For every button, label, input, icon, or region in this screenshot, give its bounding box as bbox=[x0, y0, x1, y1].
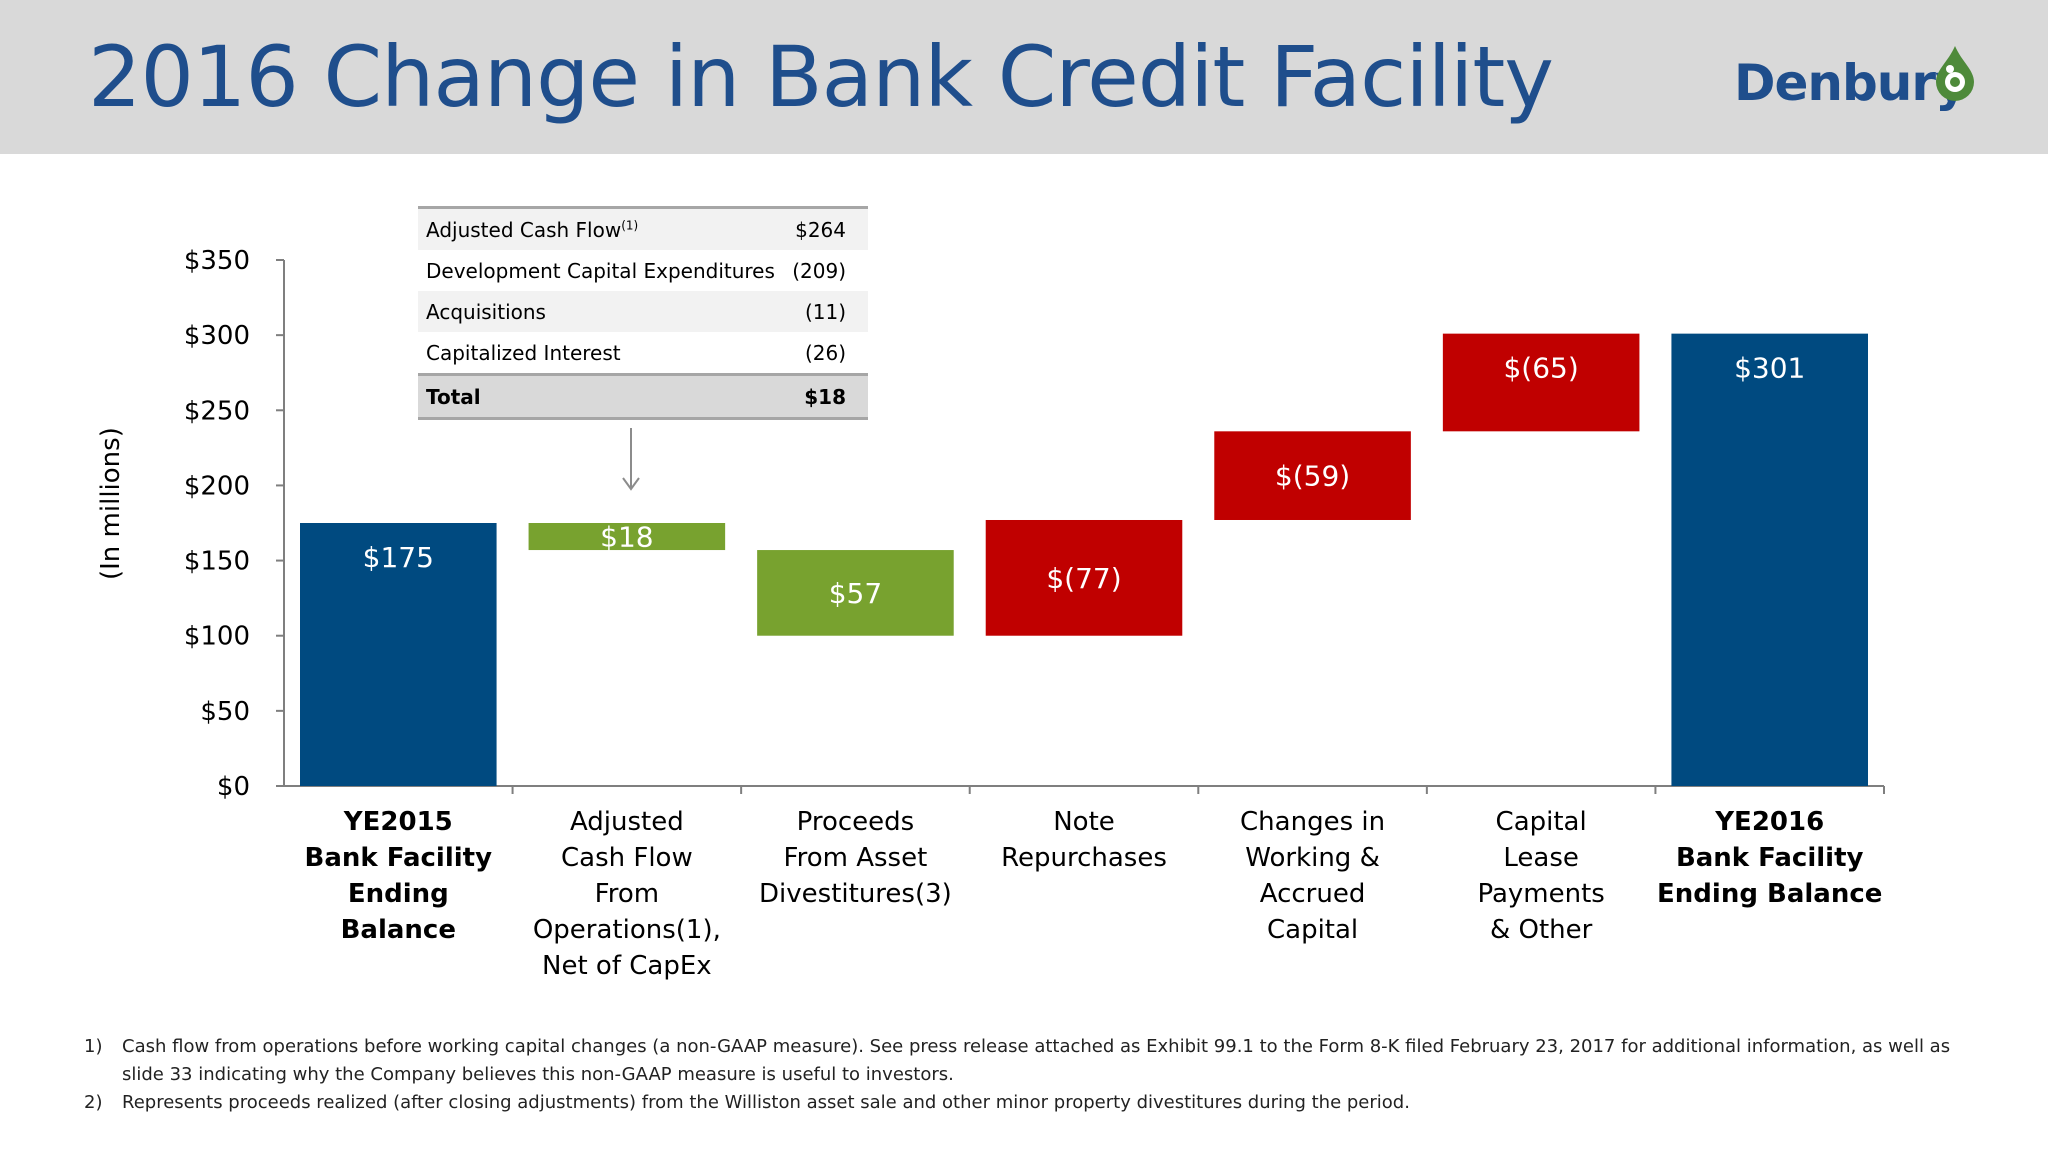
footnote-1: 1) Cash flow from operations before work… bbox=[84, 1033, 1984, 1089]
x-category-label: Proceeds From Asset Divestitures(3) bbox=[759, 807, 952, 909]
y-tick-label: $50 bbox=[200, 697, 250, 727]
footnote-2: 2) Represents proceeds realized (after c… bbox=[84, 1089, 1984, 1117]
bar bbox=[300, 523, 497, 786]
bar bbox=[1214, 431, 1411, 520]
category-label-group: YE2015 Bank Facility Ending Balance Adjusted… bbox=[305, 807, 1883, 981]
x-category-line: Repurchases bbox=[1001, 843, 1167, 873]
logo-text: Denbury bbox=[1734, 54, 1968, 112]
row-label: Development Capital Expenditures bbox=[426, 258, 775, 283]
row-value: (26) bbox=[804, 340, 846, 365]
x-category-line: From Asset bbox=[784, 843, 928, 873]
bar bbox=[528, 523, 726, 551]
x-category-label: Capital Lease Payments & Other bbox=[1477, 807, 1604, 945]
callout-arrow bbox=[622, 428, 640, 491]
y-tick-label: $100 bbox=[184, 622, 250, 652]
x-category-line: Payments bbox=[1477, 879, 1604, 909]
x-category-line: Ending Balance bbox=[1657, 879, 1882, 909]
footnote-ref: (1) bbox=[621, 217, 639, 232]
table-row: Adjusted Cash Flow(1) $264 bbox=[418, 207, 868, 250]
table-total-row: Total $18 bbox=[418, 373, 868, 420]
x-category-line: Net of CapEx bbox=[542, 951, 712, 981]
bar bbox=[985, 519, 1183, 636]
y-tick-label: $0 bbox=[217, 772, 250, 802]
bar-group bbox=[300, 333, 1868, 786]
x-category-line: Adjusted bbox=[570, 807, 684, 837]
header-band: 2016 Change in Bank Credit Facility Denb… bbox=[0, 0, 2048, 154]
total-value: $18 bbox=[783, 373, 868, 420]
x-category-label: Changes in Working & Accrued Capital bbox=[1240, 807, 1385, 945]
bar-value-label: $18 bbox=[600, 521, 653, 554]
y-axis-label: (In millions) bbox=[96, 427, 126, 580]
x-category-line: YE2016 bbox=[1714, 807, 1824, 837]
x-category-line: Capital bbox=[1267, 915, 1358, 945]
cash-flow-table: Adjusted Cash Flow(1) $264 Development C… bbox=[418, 206, 868, 420]
x-category-line: Bank Facility bbox=[1676, 843, 1864, 873]
bar bbox=[757, 550, 954, 636]
row-value: (11) bbox=[783, 291, 868, 332]
x-category-line: Proceeds bbox=[797, 807, 915, 837]
x-category-line: Capital bbox=[1496, 807, 1587, 837]
row-value: (209) bbox=[792, 258, 846, 283]
row-label: Adjusted Cash Flow(1) bbox=[418, 207, 784, 250]
x-category-line: & Other bbox=[1490, 915, 1593, 945]
y-tick-label: $200 bbox=[184, 471, 250, 501]
footnote-number: 1) bbox=[84, 1036, 103, 1057]
x-category-label: YE2016 Bank Facility Ending Balance bbox=[1657, 807, 1882, 909]
footnotes: 1) Cash flow from operations before work… bbox=[84, 1033, 1984, 1117]
bar-value-label: $57 bbox=[829, 577, 882, 610]
bar-value-label: $(77) bbox=[1046, 562, 1121, 595]
row-value: $264 bbox=[783, 207, 868, 250]
x-category-line: YE2015 bbox=[343, 807, 453, 837]
x-category-line: Lease bbox=[1503, 843, 1579, 873]
footnote-number: 2) bbox=[84, 1092, 103, 1113]
bar bbox=[1671, 333, 1868, 786]
x-category-line: Working & bbox=[1245, 843, 1380, 873]
footnote-text: Cash flow from operations before working… bbox=[122, 1036, 1951, 1085]
bar-value-label: $301 bbox=[1734, 352, 1805, 385]
x-category-line: From bbox=[595, 879, 659, 909]
x-category-label: Note Repurchases bbox=[1001, 807, 1167, 873]
x-category-line: Ending bbox=[348, 879, 449, 909]
droplet-icon bbox=[1936, 46, 1974, 101]
x-category-line: Note bbox=[1053, 807, 1115, 837]
waterfall-chart: $175$18$57 $(77)$(59)$(65) $301 $0$50$100$… bbox=[184, 246, 1885, 981]
bar-value-label: $(65) bbox=[1503, 352, 1578, 385]
total-label: Total bbox=[418, 373, 784, 420]
page-title: 2016 Change in Bank Credit Facility bbox=[88, 28, 1554, 126]
row-label: Acquisitions bbox=[418, 291, 784, 332]
y-tick-label: $150 bbox=[184, 547, 250, 577]
table-row: Acquisitions (11) bbox=[418, 291, 868, 332]
x-category-label: YE2015 Bank Facility Ending Balance bbox=[305, 807, 493, 945]
table-row: Development Capital Expenditures (209) bbox=[418, 250, 868, 291]
bar-label-group: $175 $18 $57 $(77) $(59) $(65) $301 bbox=[363, 352, 1806, 610]
x-category-label: Adjusted Cash Flow From Operations(1), Net o… bbox=[533, 807, 721, 981]
bar-value-label: $175 bbox=[363, 541, 434, 574]
x-category-line: Accrued bbox=[1260, 879, 1366, 909]
y-tick-label: $300 bbox=[184, 321, 250, 351]
x-category-line: Operations(1), bbox=[533, 915, 721, 945]
bar-value-label: $(59) bbox=[1275, 460, 1350, 493]
table-row: Capitalized Interest (26) bbox=[418, 332, 868, 375]
x-category-line: Divestitures(3) bbox=[759, 879, 952, 909]
x-category-line: Cash Flow bbox=[561, 843, 693, 873]
y-tick-label: $250 bbox=[184, 396, 250, 426]
x-category-line: Bank Facility bbox=[305, 843, 493, 873]
y-tick-label: $350 bbox=[184, 246, 250, 276]
chart-axes bbox=[276, 259, 1885, 794]
x-category-line: Balance bbox=[341, 915, 456, 945]
tick-label-group: $0 $50 $100 $150 $200 $250 $300 $350 bbox=[184, 246, 250, 802]
x-category-line: Changes in bbox=[1240, 807, 1385, 837]
footnote-text: Represents proceeds realized (after clos… bbox=[122, 1092, 1410, 1113]
row-label: Capitalized Interest bbox=[426, 340, 621, 365]
bar bbox=[1442, 333, 1640, 432]
